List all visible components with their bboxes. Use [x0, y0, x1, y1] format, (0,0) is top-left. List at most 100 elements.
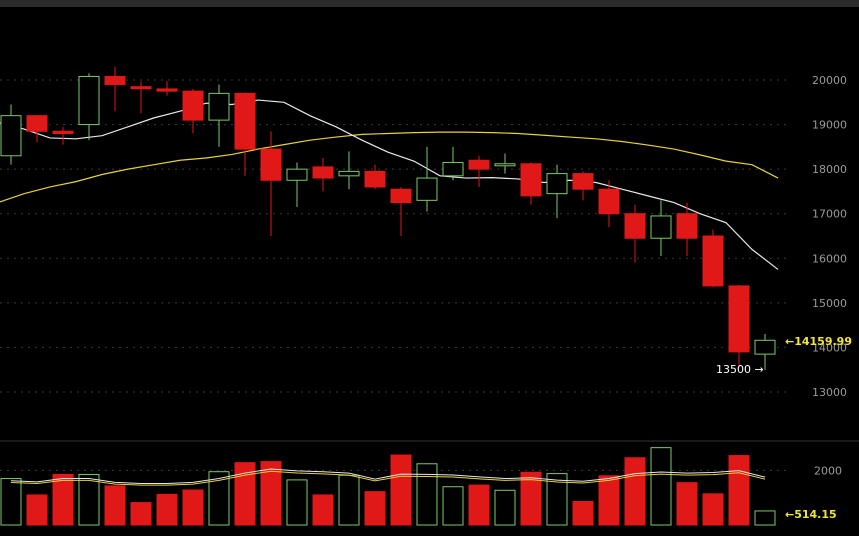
candle-body: [364, 170, 386, 188]
y-tick-label: 17000: [812, 208, 847, 221]
candle: [104, 66, 126, 112]
volume-bar: [624, 457, 646, 526]
candle: [702, 229, 724, 288]
volume-bar: [312, 494, 334, 526]
volume-bar: [572, 500, 594, 526]
candle: [338, 151, 360, 190]
last-volume-label: ←514.15: [785, 508, 837, 521]
volume-bar: [702, 493, 724, 526]
volume-bar: [260, 461, 282, 526]
candle-body: [442, 161, 464, 177]
candle-body: [52, 130, 74, 134]
candles: [0, 66, 776, 370]
candle: [260, 131, 282, 236]
candle-body: [0, 115, 22, 157]
volume-bar: [520, 471, 542, 526]
volume-bars: [0, 447, 776, 526]
candle-body: [676, 213, 698, 239]
last-price-label: ←14159.99: [785, 335, 852, 348]
candle: [130, 81, 152, 114]
candle-body: [234, 92, 256, 150]
volume-tick-label: 2000: [814, 464, 842, 477]
candle: [26, 115, 48, 143]
candle-body: [130, 86, 152, 90]
y-axis-labels: 13000 14000 15000 16000 17000 18000 19000 20000…: [812, 74, 847, 477]
volume-bar: [52, 473, 74, 526]
volume-bar: [234, 462, 256, 526]
volume-bar: [286, 479, 308, 526]
candle: [312, 158, 334, 192]
volume-bar: [546, 473, 568, 526]
volume-bar: [754, 510, 776, 526]
candle-body: [156, 88, 178, 92]
volume-bar: [156, 493, 178, 526]
y-tick-label: 13000: [812, 386, 847, 399]
volume-moving-average-white: [10, 468, 766, 484]
candle-body: [390, 188, 412, 204]
candle-body: [624, 213, 646, 239]
volume-bar: [208, 471, 230, 526]
candle-body: [650, 215, 672, 239]
candle-body: [572, 173, 594, 190]
candle: [390, 186, 412, 236]
moving-average-lines: [0, 99, 779, 270]
long-moving-average-line: [0, 131, 779, 203]
y-tick-label: 19000: [812, 119, 847, 132]
candle-body: [520, 163, 542, 197]
short-moving-average-line: [0, 99, 779, 270]
candle: [754, 334, 776, 370]
y-tick-label: 18000: [812, 163, 847, 176]
volume-bar: [182, 489, 204, 526]
candle-body: [182, 90, 204, 121]
candle-body: [754, 339, 776, 355]
volume-bar: [676, 482, 698, 526]
candle-body: [494, 163, 516, 167]
candle: [286, 162, 308, 208]
volume-bar: [728, 455, 750, 526]
candle-body: [104, 75, 126, 85]
candle: [546, 164, 568, 219]
candle: [156, 81, 178, 96]
candle-body: [286, 168, 308, 181]
volume-moving-average-yellow: [10, 470, 766, 486]
volume-bar: [130, 502, 152, 526]
candle: [416, 146, 438, 212]
volume-bar: [390, 454, 412, 526]
y-tick-label: 14000: [812, 341, 847, 354]
candle: [598, 180, 620, 228]
candle: [728, 285, 750, 368]
candle-body: [26, 115, 48, 132]
volume-bar: [598, 475, 620, 526]
candle-body: [208, 92, 230, 121]
volume-bar: [468, 484, 490, 526]
volume-bar: [442, 486, 464, 526]
volume-bar: [364, 491, 386, 526]
candle-body: [260, 148, 282, 181]
candle: [624, 204, 646, 263]
candle: [520, 162, 542, 205]
volume-bar: [26, 494, 48, 526]
y-tick-label: 16000: [812, 252, 847, 265]
price-labels: ←14159.99 13500 → ←514.15: [716, 335, 852, 521]
candle-body: [728, 285, 750, 353]
volume-bar: [78, 473, 100, 526]
grid-lines: [0, 79, 859, 471]
low-price-label: 13500 →: [716, 363, 764, 376]
candle: [208, 84, 230, 147]
candle: [494, 153, 516, 174]
candle-body: [468, 159, 490, 170]
candle-body: [546, 173, 568, 195]
candle-body: [312, 166, 334, 179]
candle-body: [702, 235, 724, 287]
candle: [0, 104, 22, 165]
y-tick-label: 15000: [812, 297, 847, 310]
candle: [364, 164, 386, 190]
candle-body: [416, 177, 438, 201]
volume-bar: [494, 489, 516, 526]
y-tick-label: 20000: [812, 74, 847, 87]
candle-body: [338, 170, 360, 177]
candle: [468, 155, 490, 187]
volume-bar: [104, 485, 126, 526]
candle: [78, 73, 100, 141]
